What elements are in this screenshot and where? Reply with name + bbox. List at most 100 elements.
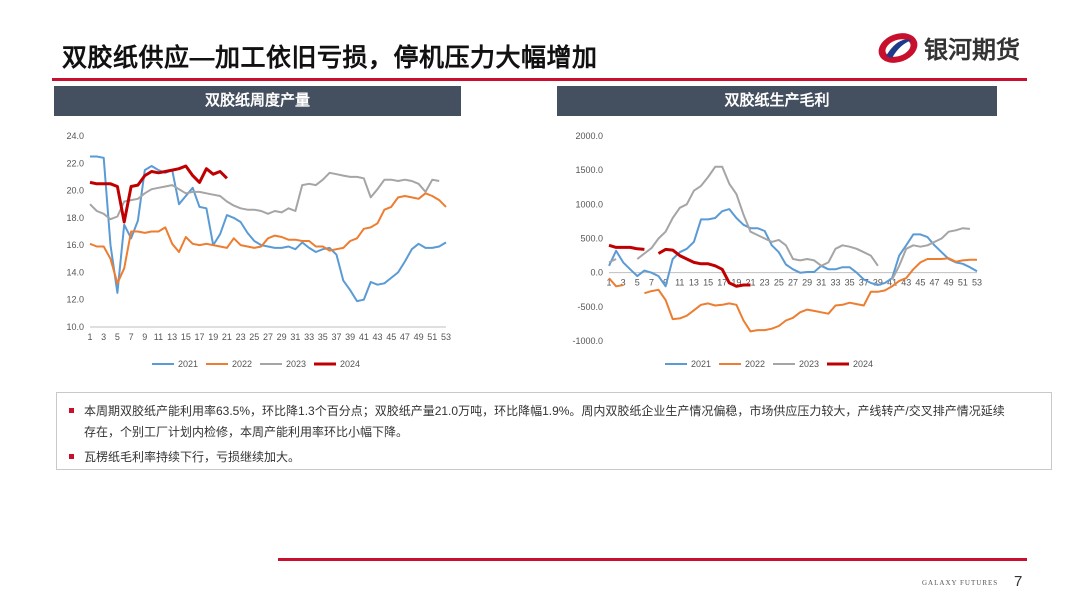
series-line-2023 bbox=[636, 165, 879, 267]
chart-production-margin: -1000.0 -500.0 0.0 500.0 1000.0 1500.0 2000.0 1… bbox=[572, 131, 982, 369]
x-tick-label: 13 bbox=[167, 332, 177, 342]
y-tick-label: -1000.0 bbox=[572, 336, 603, 346]
logo-text: 银河期货 bbox=[924, 37, 1020, 64]
x-tick-label: 49 bbox=[414, 332, 424, 342]
x-tick-label: 17 bbox=[717, 278, 727, 288]
series-line-2021 bbox=[90, 155, 447, 303]
x-tick-label: 9 bbox=[142, 332, 147, 342]
legend-label-2022: 2022 bbox=[745, 359, 765, 369]
x-tick-label: 17 bbox=[195, 332, 205, 342]
x-tick-label: 51 bbox=[958, 278, 968, 288]
x-tick-label: 5 bbox=[635, 278, 640, 288]
y-tick-label: 18.0 bbox=[66, 213, 84, 223]
legend-label-2024: 2024 bbox=[340, 359, 360, 369]
series-line-2023 bbox=[891, 227, 970, 280]
y-tick-label: 24.0 bbox=[66, 131, 84, 141]
x-tick-label: 51 bbox=[427, 332, 437, 342]
series-line-2022 bbox=[608, 277, 624, 288]
company-logo bbox=[878, 33, 918, 63]
y-tick-label: 1000.0 bbox=[575, 199, 603, 209]
series-line-2024 bbox=[608, 243, 645, 251]
x-tick-label: 47 bbox=[930, 278, 940, 288]
series-line-2022 bbox=[89, 192, 447, 285]
footer-brand: GALAXY FUTURES bbox=[922, 579, 999, 587]
title-divider bbox=[52, 78, 1027, 81]
series-line-2024 bbox=[89, 164, 228, 224]
legend-label-2022: 2022 bbox=[232, 359, 252, 369]
x-tick-label: 1 bbox=[606, 278, 611, 288]
x-tick-label: 33 bbox=[830, 278, 840, 288]
series-line-2023 bbox=[608, 258, 617, 264]
x-tick-label: 37 bbox=[859, 278, 869, 288]
x-tick-label: 29 bbox=[277, 332, 287, 342]
x-tick-label: 31 bbox=[290, 332, 300, 342]
y-tick-label: 16.0 bbox=[66, 240, 84, 250]
y-tick-label: 14.0 bbox=[66, 267, 84, 277]
x-tick-label: 41 bbox=[887, 278, 897, 288]
x-tick-label: 7 bbox=[649, 278, 654, 288]
x-tick-label: 19 bbox=[731, 278, 741, 288]
bullet-icon bbox=[69, 408, 74, 413]
note-text-line1: 本周期双胶纸产能利用率63.5%，环比降1.3个百分点；双胶纸产量21.0万吨，… bbox=[84, 404, 1005, 418]
x-tick-label: 49 bbox=[944, 278, 954, 288]
x-tick-label: 53 bbox=[441, 332, 451, 342]
x-tick-label: 11 bbox=[154, 332, 163, 342]
x-tick-label: 29 bbox=[802, 278, 812, 288]
series-line-2024 bbox=[657, 247, 751, 288]
x-tick-label: 27 bbox=[788, 278, 798, 288]
legend-label-2023: 2023 bbox=[799, 359, 819, 369]
chart1-title: 双胶纸周度产量 bbox=[54, 86, 461, 116]
x-tick-label: 41 bbox=[359, 332, 369, 342]
legend-label-2024: 2024 bbox=[853, 359, 873, 369]
x-tick-label: 47 bbox=[400, 332, 410, 342]
legend-label-2021: 2021 bbox=[691, 359, 711, 369]
x-tick-label: 43 bbox=[901, 278, 911, 288]
x-tick-label: 45 bbox=[386, 332, 396, 342]
x-tick-label: 1 bbox=[87, 332, 92, 342]
x-tick-label: 45 bbox=[915, 278, 925, 288]
series-line-2023 bbox=[89, 171, 440, 221]
x-tick-label: 35 bbox=[318, 332, 328, 342]
note-text-line2: 存在，个别工厂计划内检修，本周产能利用率环比小幅下降。 bbox=[84, 425, 409, 439]
y-tick-label: 2000.0 bbox=[575, 131, 603, 141]
y-tick-label: 1500.0 bbox=[575, 165, 603, 175]
footer-divider bbox=[278, 558, 1027, 561]
note-text: 瓦楞纸毛利率持续下行，亏损继续加大。 bbox=[84, 450, 301, 464]
x-tick-label: 7 bbox=[129, 332, 134, 342]
series-line-2022 bbox=[644, 257, 977, 333]
x-tick-label: 3 bbox=[101, 332, 106, 342]
x-tick-label: 23 bbox=[236, 332, 246, 342]
y-tick-label: 500.0 bbox=[580, 234, 603, 244]
chart2-title: 双胶纸生产毛利 bbox=[557, 86, 997, 116]
x-tick-label: 3 bbox=[621, 278, 626, 288]
y-tick-label: 0.0 bbox=[590, 268, 603, 278]
x-tick-label: 13 bbox=[689, 278, 699, 288]
x-tick-label: 31 bbox=[816, 278, 826, 288]
legend-label-2023: 2023 bbox=[286, 359, 306, 369]
x-tick-label: 11 bbox=[675, 278, 684, 288]
x-tick-label: 19 bbox=[208, 332, 218, 342]
logo-mark-icon bbox=[878, 33, 918, 63]
y-tick-label: 20.0 bbox=[66, 186, 84, 196]
bullet-icon bbox=[69, 454, 74, 459]
x-tick-label: 25 bbox=[774, 278, 784, 288]
x-tick-label: 37 bbox=[331, 332, 341, 342]
x-tick-label: 39 bbox=[873, 278, 883, 288]
commentary-box: 本周期双胶纸产能利用率63.5%，环比降1.3个百分点；双胶纸产量21.0万吨，… bbox=[56, 392, 1052, 470]
x-tick-label: 53 bbox=[972, 278, 982, 288]
x-tick-label: 43 bbox=[373, 332, 383, 342]
x-tick-label: 25 bbox=[249, 332, 259, 342]
chart-weekly-output: 10.012.014.016.018.020.022.024.01 3 5 7 9 11 1… bbox=[66, 131, 451, 369]
x-tick-label: 39 bbox=[345, 332, 355, 342]
y-tick-label: 22.0 bbox=[66, 158, 84, 168]
y-tick-label: -500.0 bbox=[577, 302, 603, 312]
x-tick-label: 5 bbox=[115, 332, 120, 342]
y-tick-label: 12.0 bbox=[66, 295, 84, 305]
page-title: 双胶纸供应—加工依旧亏损，停机压力大幅增加 bbox=[62, 44, 598, 72]
x-tick-label: 15 bbox=[181, 332, 191, 342]
x-tick-label: 15 bbox=[703, 278, 713, 288]
x-tick-label: 21 bbox=[222, 332, 232, 342]
x-tick-label: 23 bbox=[760, 278, 770, 288]
x-tick-label: 27 bbox=[263, 332, 273, 342]
page-number: 7 bbox=[1014, 573, 1023, 590]
